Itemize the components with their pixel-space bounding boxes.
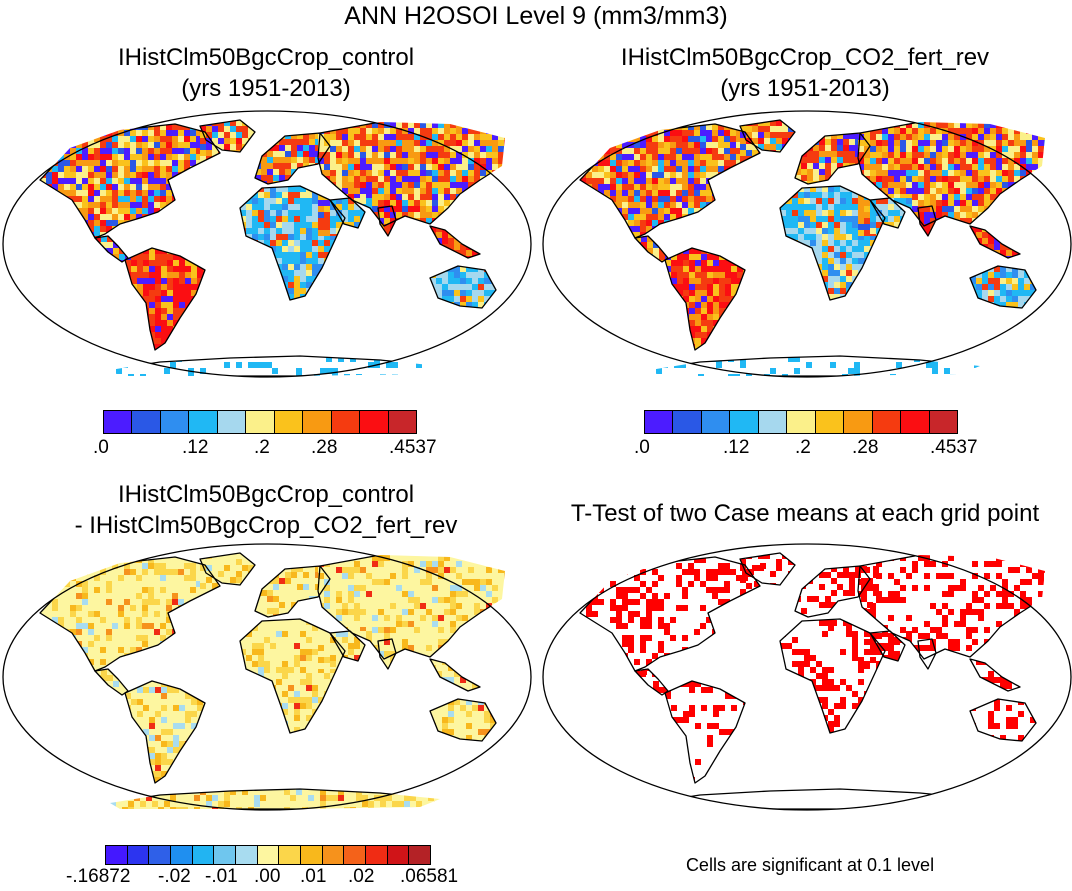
colorbar-swatch — [257, 846, 280, 864]
region-asia — [858, 555, 1045, 669]
colorbar-swatch — [279, 846, 302, 864]
colorbar-swatch — [171, 846, 193, 864]
panel2-title: IHistClm50BgcCrop_CO2_fert_rev — [620, 44, 990, 71]
map-co2-fert-rev — [542, 110, 1072, 378]
colorbar-swatch — [901, 411, 930, 433]
colorbar-swatch — [758, 411, 788, 433]
region-arabia — [330, 198, 372, 234]
colorbar-swatch — [303, 411, 332, 433]
colorbar-swatch — [189, 411, 218, 433]
colorbar-swatch — [322, 846, 345, 864]
panel1-title: IHistClm50BgcCrop_control — [117, 44, 415, 71]
colorbar-tick-label: .12 — [723, 437, 750, 458]
colorbar-swatch — [673, 411, 702, 433]
panel2-subtitle: (yrs 1951-2013) — [720, 75, 890, 102]
region-south-america — [665, 248, 755, 356]
colorbar-difference — [105, 845, 431, 865]
region-greenland — [200, 120, 266, 162]
colorbar-tick-label: .0 — [634, 437, 650, 458]
colorbar-tick-label: .4537 — [389, 437, 437, 458]
region-southeast-asia — [970, 659, 1030, 701]
colorbar-tick-label: -.01 — [205, 866, 238, 887]
colorbar-swatch — [844, 411, 873, 433]
region-india — [378, 206, 402, 242]
colorbar-tick-label: .06581 — [400, 866, 459, 887]
panel3-subtitle: - IHistClm50BgcCrop_CO2_fert_rev — [74, 512, 458, 539]
colorbar-tick-label: .4537 — [930, 437, 978, 458]
significance-note: Cells are significant at 0.1 level — [685, 855, 935, 875]
colorbar-swatch — [929, 411, 957, 433]
region-india — [378, 639, 402, 675]
colorbar-swatch — [331, 411, 361, 433]
map-ttest — [542, 543, 1072, 811]
map-difference — [2, 543, 532, 811]
colorbar-swatch — [192, 846, 215, 864]
region-south-america — [125, 681, 215, 789]
colorbar-swatch — [815, 411, 845, 433]
globe-outline — [542, 110, 1072, 378]
colorbar-swatch — [127, 846, 150, 864]
region-north-america — [40, 124, 226, 244]
colorbar-tick-label: -.02 — [158, 866, 191, 887]
colorbar-swatch — [160, 411, 190, 433]
colorbar-swatch — [872, 411, 902, 433]
colorbar-swatch — [388, 411, 416, 433]
region-southeast-asia — [970, 226, 1030, 268]
region-arabia — [330, 631, 372, 667]
colorbar-tick-label: .01 — [300, 866, 327, 887]
region-south-america — [665, 681, 755, 789]
region-greenland — [740, 553, 806, 595]
colorbar-control — [103, 410, 417, 434]
colorbar-swatch — [236, 846, 258, 864]
region-southeast-asia — [430, 226, 490, 268]
colorbar-tick-label: -.16872 — [66, 866, 131, 887]
region-north-america — [580, 557, 766, 677]
colorbar-swatch — [387, 846, 410, 864]
region-north-america — [40, 557, 226, 677]
colorbar-swatch — [214, 846, 237, 864]
colorbar-swatch — [730, 411, 759, 433]
globe-outline — [542, 543, 1072, 811]
globe-outline — [2, 110, 532, 378]
colorbar-tick-label: .02 — [348, 866, 375, 887]
region-india — [918, 206, 942, 242]
colorbar-tick-label: .12 — [182, 437, 209, 458]
region-arabia — [870, 198, 912, 234]
colorbar-swatch — [217, 411, 247, 433]
colorbar-swatch — [701, 411, 731, 433]
colorbar-swatch — [645, 411, 674, 433]
colorbar-tick-label: .00 — [254, 866, 281, 887]
colorbar-tick-label: .2 — [254, 437, 270, 458]
panel1-subtitle: (yrs 1951-2013) — [181, 75, 351, 102]
region-south-america — [125, 248, 215, 356]
colorbar-swatch — [366, 846, 388, 864]
colorbar-swatch — [409, 846, 431, 864]
colorbar-swatch — [149, 846, 172, 864]
colorbar-swatch — [274, 411, 304, 433]
colorbar-swatch — [246, 411, 275, 433]
colorbar-swatch — [360, 411, 389, 433]
panel4-title: T-Test of two Case means at each grid po… — [570, 500, 1040, 527]
panel3-title: IHistClm50BgcCrop_control — [117, 481, 415, 508]
colorbar-swatch — [106, 846, 128, 864]
globe-outline — [2, 543, 532, 811]
colorbar-swatch — [301, 846, 323, 864]
map-control — [2, 110, 532, 378]
colorbar-tick-label: .28 — [311, 437, 338, 458]
region-greenland — [740, 120, 806, 162]
colorbar-tick-label: .0 — [93, 437, 109, 458]
colorbar-swatch — [104, 411, 133, 433]
region-greenland — [200, 553, 266, 595]
figure-title: ANN H2OSOI Level 9 (mm3/mm3) — [344, 2, 728, 30]
colorbar-swatch — [344, 846, 367, 864]
colorbar-co2-fert-rev — [644, 410, 958, 434]
colorbar-tick-label: .2 — [795, 437, 811, 458]
colorbar-tick-label: .28 — [852, 437, 879, 458]
colorbar-swatch — [132, 411, 161, 433]
region-southeast-asia — [430, 659, 490, 701]
colorbar-swatch — [787, 411, 816, 433]
region-north-america — [580, 124, 766, 244]
region-central-america — [635, 669, 677, 705]
